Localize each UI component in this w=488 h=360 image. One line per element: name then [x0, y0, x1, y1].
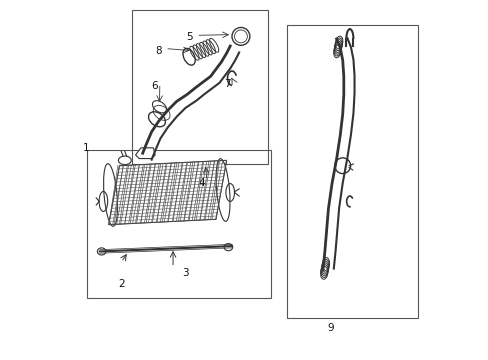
Text: 8: 8 [155, 46, 162, 56]
Text: 2: 2 [118, 279, 124, 289]
Text: 3: 3 [182, 268, 188, 278]
Polygon shape [135, 148, 155, 158]
Text: 5: 5 [185, 32, 192, 42]
Polygon shape [108, 160, 226, 225]
Text: 1: 1 [83, 143, 90, 153]
Text: 9: 9 [326, 323, 333, 333]
Text: 7: 7 [224, 78, 230, 89]
Text: 6: 6 [150, 81, 157, 91]
Text: 4: 4 [198, 177, 204, 188]
